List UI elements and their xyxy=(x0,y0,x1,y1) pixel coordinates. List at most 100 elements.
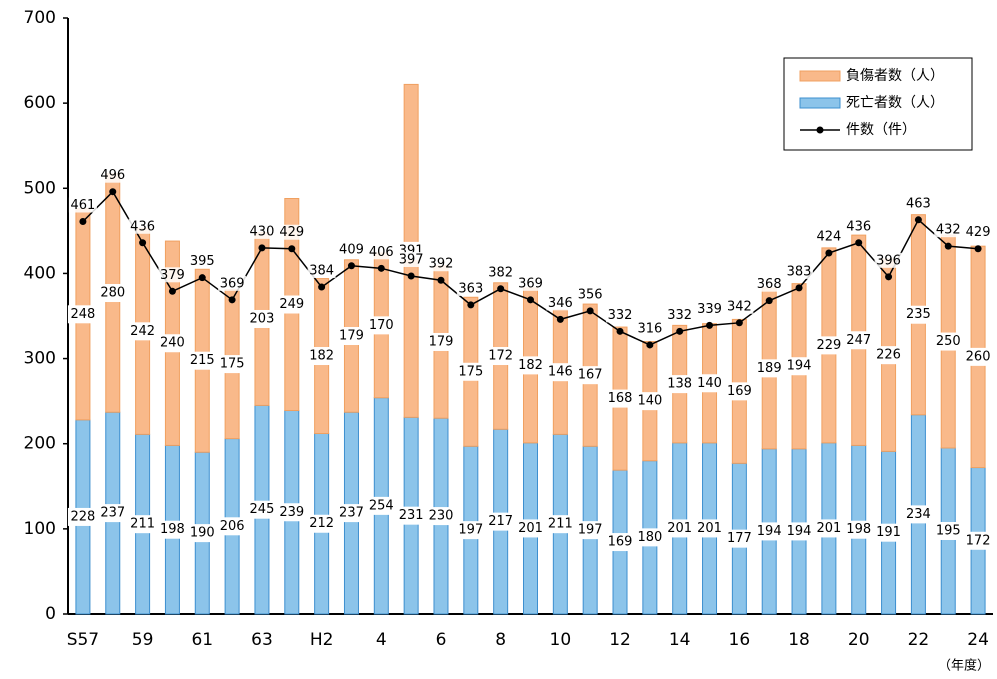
value-label-group: 168 xyxy=(605,389,636,408)
value-label-group: 356 xyxy=(576,286,605,302)
value-label: 280 xyxy=(100,286,125,301)
value-label-group: 369 xyxy=(218,275,247,291)
line-point xyxy=(347,262,355,270)
value-label-bg xyxy=(903,505,934,524)
value-label-bg xyxy=(337,241,366,257)
value-label-group: 396 xyxy=(874,252,903,268)
value-label-bg xyxy=(397,251,426,267)
value-label: 237 xyxy=(100,506,125,521)
value-label-group: 254 xyxy=(366,496,397,515)
value-label-bg xyxy=(127,515,158,534)
value-label-bg xyxy=(157,334,188,353)
value-label-bg xyxy=(247,223,276,239)
value-label-bg xyxy=(873,346,904,365)
value-label: 169 xyxy=(608,535,633,550)
value-label: 180 xyxy=(637,530,662,545)
value-label: 203 xyxy=(250,311,275,326)
value-label-bg xyxy=(933,521,964,540)
value-label: 242 xyxy=(130,324,155,339)
value-label: 346 xyxy=(548,296,573,311)
legend-swatch xyxy=(799,70,841,82)
value-label-bg xyxy=(725,298,754,314)
value-label-group: 170 xyxy=(366,316,397,335)
value-label-bg xyxy=(97,284,128,303)
value-label-group: 316 xyxy=(635,320,664,336)
line-point xyxy=(497,285,505,293)
value-label-bg xyxy=(157,520,188,539)
x-tick-label: S57 xyxy=(67,630,99,650)
value-label-group: 198 xyxy=(843,520,874,539)
line-point xyxy=(407,272,415,280)
value-label-group: 180 xyxy=(634,528,665,547)
value-label-bg xyxy=(664,375,695,394)
line-point xyxy=(288,245,296,253)
value-label: 182 xyxy=(309,349,334,364)
value-label-bg xyxy=(515,519,546,538)
value-label-group: 432 xyxy=(934,222,963,238)
line-point xyxy=(765,297,773,305)
value-label: 201 xyxy=(816,521,841,536)
value-label-group: 177 xyxy=(724,529,755,548)
value-label-group: 260 xyxy=(963,347,994,366)
value-label-group: 138 xyxy=(664,375,695,394)
value-label: 169 xyxy=(727,384,752,399)
value-label: 260 xyxy=(966,349,991,364)
legend-label: 件数（件） xyxy=(846,122,916,138)
value-label-group: 201 xyxy=(515,519,546,538)
value-label-bg xyxy=(784,522,815,541)
value-label-group: 245 xyxy=(246,500,277,519)
value-label: 231 xyxy=(399,508,424,523)
value-label-group: 379 xyxy=(158,267,187,283)
value-label: 250 xyxy=(936,334,961,349)
line-point xyxy=(168,287,176,295)
value-label-bg xyxy=(813,336,844,355)
line-point xyxy=(377,264,385,272)
line-point xyxy=(228,296,236,304)
value-label-bg xyxy=(276,503,307,522)
value-label-bg xyxy=(426,256,455,272)
value-label-bg xyxy=(246,309,277,328)
value-label: 175 xyxy=(458,364,483,379)
value-label-bg xyxy=(336,327,367,346)
value-label-bg xyxy=(724,382,755,401)
value-label-group: 167 xyxy=(575,366,606,385)
value-label-group: 179 xyxy=(336,327,367,346)
value-label-bg xyxy=(635,320,664,336)
value-label: 392 xyxy=(429,257,454,272)
x-axis-label: （年度） xyxy=(938,658,990,674)
value-label-bg xyxy=(67,507,98,526)
line-point xyxy=(318,283,326,291)
value-label-bg xyxy=(606,307,635,323)
value-label: 182 xyxy=(518,358,543,373)
value-label-bg xyxy=(843,331,874,350)
value-label-group: 169 xyxy=(605,533,636,552)
value-label-bg xyxy=(68,197,97,213)
value-label-bg xyxy=(724,529,755,548)
x-tick-label: 14 xyxy=(669,630,691,650)
value-label-group: 237 xyxy=(336,504,367,523)
value-label-bg xyxy=(754,522,785,541)
value-label-bg xyxy=(634,392,665,411)
value-label-group: 383 xyxy=(785,263,814,279)
value-label: 245 xyxy=(250,502,275,517)
value-label-group: 194 xyxy=(784,522,815,541)
value-label-group: 198 xyxy=(157,520,188,539)
value-label-bg xyxy=(814,228,843,244)
value-label: 228 xyxy=(71,509,96,524)
value-label: 211 xyxy=(548,517,573,532)
value-label-bg xyxy=(785,263,814,279)
value-label-bg xyxy=(217,517,248,536)
value-label-group: 406 xyxy=(367,244,396,260)
value-label: 429 xyxy=(966,225,991,240)
value-label-bg xyxy=(306,347,337,366)
value-label-group: 248 xyxy=(67,305,98,324)
value-label-bg xyxy=(188,253,217,269)
value-label-group: 461 xyxy=(68,197,97,213)
value-label: 429 xyxy=(279,225,304,240)
value-label-bg xyxy=(576,286,605,302)
value-label: 247 xyxy=(846,333,871,348)
value-label: 168 xyxy=(608,391,633,406)
value-label-group: 332 xyxy=(606,307,635,323)
value-label: 332 xyxy=(667,308,692,323)
value-label-bg xyxy=(515,356,546,375)
